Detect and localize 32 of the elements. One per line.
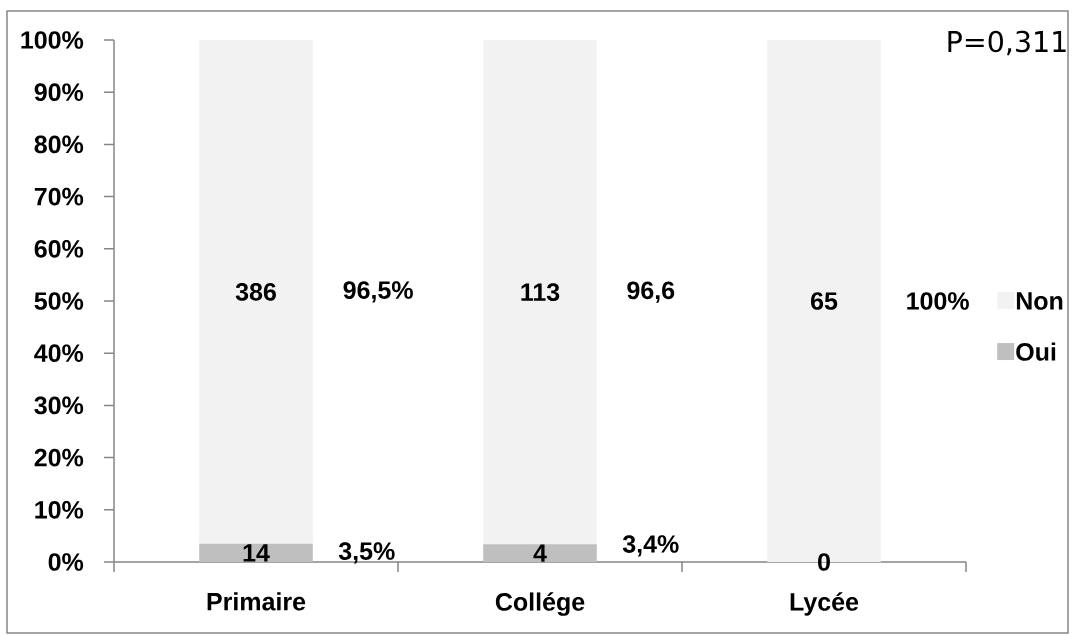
x-tick-label: Lycée [790,592,859,616]
y-tick-label: 90% [34,83,84,102]
y-tick-label: 20% [34,448,84,467]
y-tick-label: 30% [34,396,84,415]
legend-label: Non [1016,292,1063,310]
bar [483,40,597,545]
annotation: 96,5% [343,281,413,303]
annotation: 3,4% [622,535,679,557]
annotation: 0 [818,553,830,571]
bar [483,544,597,562]
annotation: 100% [907,292,969,310]
bar [199,543,313,562]
y-tick-label: 40% [34,344,84,363]
y-tick-label: 50% [34,292,84,310]
annotation: 113 [521,283,560,301]
y-tick-label: 0% [48,553,84,571]
annotation: 96,6 [627,281,675,303]
annotation: 4 [533,544,547,562]
annotation: 3,5% [338,542,395,564]
x-tick-label: Primaire [207,592,306,611]
y-tick-label: 10% [35,500,84,519]
y-tick-label: 70% [34,187,84,206]
y-tick-label: 60% [34,239,84,258]
annotation: 65 [811,292,838,310]
annotation: 14 [243,544,270,562]
x-tick-label: Collége [495,592,585,616]
annotation: 386 [235,282,276,301]
annotation: P=0,311 [948,30,1066,56]
y-tick-label: 80% [34,135,84,154]
bar [199,40,313,544]
legend-label: Oui [1016,342,1056,361]
y-tick-label: 100% [21,31,84,49]
